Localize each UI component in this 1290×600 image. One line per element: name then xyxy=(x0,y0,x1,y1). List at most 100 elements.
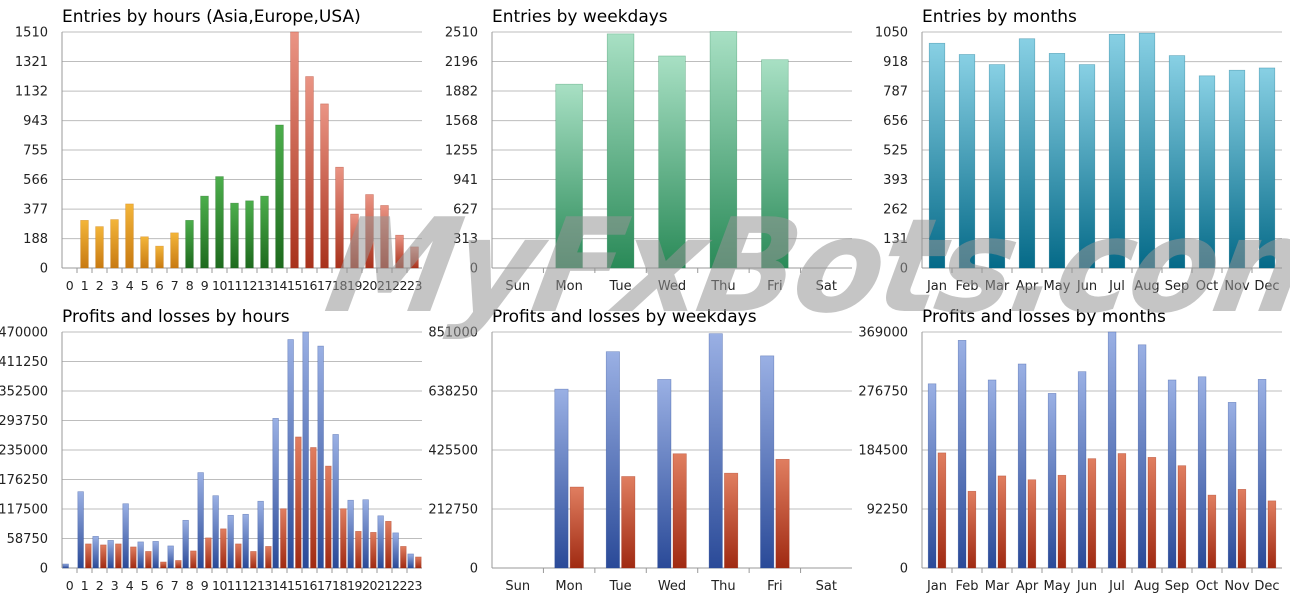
bar xyxy=(709,31,738,269)
x-tick-label: 7 xyxy=(171,578,179,593)
x-tick-label: Fri xyxy=(767,279,783,294)
x-tick-label: Mon xyxy=(555,279,582,294)
bar xyxy=(305,76,314,269)
bar xyxy=(260,195,269,269)
x-tick-label: 2 xyxy=(96,278,104,293)
bar xyxy=(332,434,339,569)
bar xyxy=(987,379,997,569)
y-tick-label: 943 xyxy=(23,114,48,129)
x-tick-label: 14 xyxy=(272,278,288,293)
x-tick-label: Nov xyxy=(1224,579,1250,594)
x-tick-label: Dec xyxy=(1254,279,1279,294)
bar xyxy=(1087,458,1097,569)
x-tick-label: Jun xyxy=(1076,279,1097,294)
y-tick-label: 1510 xyxy=(15,26,48,41)
chart-plot: 0 92250 184500 276750 369000 Jan Feb Mar Apr May J… xyxy=(858,326,1282,594)
bar xyxy=(927,383,937,569)
chart-profits-by-hours: Profits and losses by hours 0 58750 117500… xyxy=(0,300,430,600)
chart-plot: 0587501175001762502350002937503525004112… xyxy=(0,326,422,594)
x-tick-label: 4 xyxy=(126,578,134,593)
bar xyxy=(182,519,189,569)
y-tick-label: 0 xyxy=(900,262,908,277)
bar xyxy=(1257,379,1267,569)
y-tick-label: 117500 xyxy=(0,503,48,518)
x-tick-label: 12 xyxy=(242,578,257,593)
bar xyxy=(280,508,287,569)
bar xyxy=(1237,489,1247,569)
x-tick-label: 12 xyxy=(242,278,257,293)
bar xyxy=(170,232,179,269)
bar xyxy=(760,355,775,569)
bar xyxy=(160,561,167,569)
bar xyxy=(967,490,977,569)
chart-plot: 0 212750 425500 638250 851000 Sun Mon Tue Wed Thu… xyxy=(428,326,852,594)
x-tick-label: 13 xyxy=(257,578,272,593)
bar xyxy=(355,531,362,569)
bar xyxy=(407,553,414,569)
x-tick-label: Tue xyxy=(608,579,631,594)
x-tick-label: Dec xyxy=(1254,579,1279,594)
bar xyxy=(1057,474,1067,569)
bar xyxy=(197,472,204,569)
chart-title: Profits and losses by weekdays xyxy=(492,307,757,327)
y-tick-label: 0 xyxy=(900,562,908,577)
bar xyxy=(997,475,1007,569)
bar xyxy=(605,351,620,569)
y-tick-label: 1882 xyxy=(445,85,478,100)
bar xyxy=(672,453,687,569)
y-tick-label: 262 xyxy=(883,203,908,218)
x-tick-label: May xyxy=(1044,279,1071,294)
y-tick-label: 2510 xyxy=(445,26,478,41)
y-tick-label: 188 xyxy=(23,232,48,247)
chart-plot: 0 313 627 941 1255 1568 1882 2196 2510 Sun Mon Tue W… xyxy=(445,26,852,294)
x-tick-label: 5 xyxy=(141,278,149,293)
bar xyxy=(310,447,317,569)
x-tick-label: Mar xyxy=(985,579,1010,594)
x-tick-label: 5 xyxy=(141,578,149,593)
x-tick-label: 0 xyxy=(66,578,74,593)
y-tick-label: 369000 xyxy=(858,326,908,341)
y-tick-label: 184500 xyxy=(858,444,908,459)
bar xyxy=(275,124,284,269)
bar xyxy=(708,333,723,569)
y-tick-label: 525 xyxy=(883,144,908,159)
x-tick-label: Jun xyxy=(1076,579,1097,594)
x-tick-label: Aug xyxy=(1134,279,1159,294)
x-tick-label: Wed xyxy=(658,579,686,594)
bar xyxy=(1177,465,1187,569)
chart-title: Profits and losses by hours xyxy=(62,307,290,327)
bar xyxy=(320,103,329,269)
bar xyxy=(122,503,129,569)
bar xyxy=(230,202,239,269)
y-tick-label: 1321 xyxy=(15,55,48,70)
bar xyxy=(1228,69,1246,269)
bar xyxy=(1047,393,1057,569)
y-tick-label: 425500 xyxy=(428,444,478,459)
bar xyxy=(1077,371,1087,569)
y-tick-label: 627 xyxy=(453,203,478,218)
x-tick-label: Tue xyxy=(608,279,631,294)
x-tick-label: Oct xyxy=(1196,279,1218,294)
x-tick-label: 16 xyxy=(302,578,318,593)
x-tick-label: 18 xyxy=(332,578,348,593)
y-tick-label: 851000 xyxy=(428,326,478,341)
y-tick-label: 787 xyxy=(883,85,908,100)
bar xyxy=(724,472,739,569)
x-tick-label: Sep xyxy=(1165,579,1190,594)
bar xyxy=(137,541,144,569)
x-tick-label: Feb xyxy=(955,579,978,594)
x-tick-label: Apr xyxy=(1016,279,1039,294)
bar xyxy=(145,551,152,569)
x-tick-label: 20 xyxy=(362,578,378,593)
x-tick-label: Aug xyxy=(1134,579,1159,594)
bar xyxy=(569,486,584,569)
y-tick-label: 276750 xyxy=(858,385,908,400)
bar xyxy=(1017,363,1027,569)
chart-title: Entries by weekdays xyxy=(492,7,668,27)
y-tick-label: 0 xyxy=(40,562,48,577)
x-tick-label: Thu xyxy=(710,279,735,294)
bar xyxy=(928,42,946,269)
y-tick-label: 212750 xyxy=(428,503,478,518)
bar xyxy=(200,195,209,269)
x-tick-label: Jul xyxy=(1108,579,1125,594)
